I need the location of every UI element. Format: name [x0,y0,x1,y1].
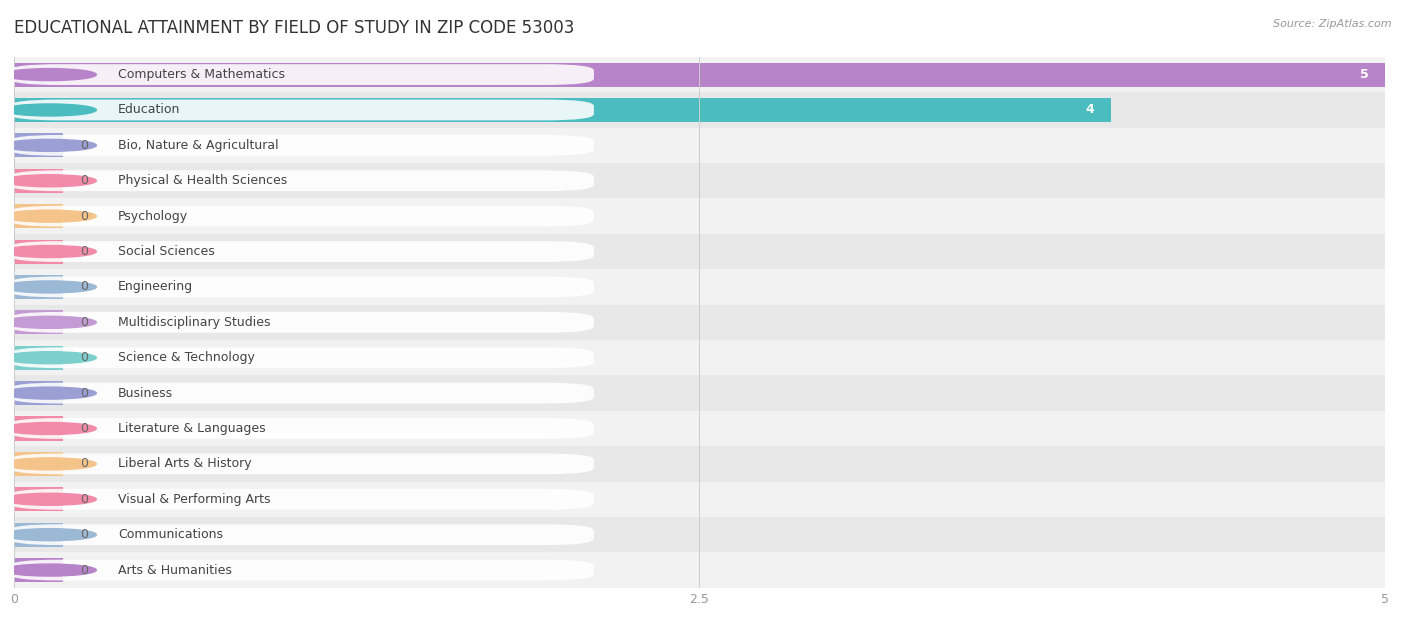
Text: 5: 5 [1360,68,1368,81]
Text: Communications: Communications [118,528,224,541]
Bar [14,340,1385,375]
Circle shape [3,139,96,152]
Text: 0: 0 [80,139,87,152]
Text: 0: 0 [80,458,87,470]
Bar [14,482,1385,517]
FancyBboxPatch shape [10,135,593,155]
Circle shape [3,528,96,541]
FancyBboxPatch shape [10,560,593,580]
Bar [14,57,1385,92]
Circle shape [3,458,96,470]
Bar [14,234,1385,269]
Text: Social Sciences: Social Sciences [118,245,215,258]
Text: 0: 0 [80,316,87,329]
FancyBboxPatch shape [10,454,593,474]
Text: Science & Technology: Science & Technology [118,351,254,364]
Bar [14,517,1385,552]
FancyBboxPatch shape [10,348,593,368]
Circle shape [3,493,96,506]
Bar [14,163,1385,198]
Circle shape [3,174,96,187]
Text: Business: Business [118,387,173,399]
FancyBboxPatch shape [10,64,593,85]
Text: 0: 0 [80,210,87,222]
Text: Engineering: Engineering [118,281,194,293]
Text: Liberal Arts & History: Liberal Arts & History [118,458,252,470]
FancyBboxPatch shape [10,277,593,297]
FancyBboxPatch shape [10,312,593,332]
Bar [14,63,1385,87]
Text: 0: 0 [80,564,87,576]
Bar [14,416,63,441]
Bar [14,128,1385,163]
FancyBboxPatch shape [10,525,593,545]
FancyBboxPatch shape [10,241,593,262]
Text: 0: 0 [80,351,87,364]
Text: 0: 0 [80,422,87,435]
Bar [14,375,1385,411]
Bar [14,452,63,476]
Bar [14,552,1385,588]
Text: Bio, Nature & Agricultural: Bio, Nature & Agricultural [118,139,278,152]
Text: Arts & Humanities: Arts & Humanities [118,564,232,576]
Text: Literature & Languages: Literature & Languages [118,422,266,435]
FancyBboxPatch shape [10,418,593,439]
Text: Visual & Performing Arts: Visual & Performing Arts [118,493,271,506]
Bar [14,275,63,299]
Bar [14,346,63,370]
Bar [14,240,63,264]
Circle shape [3,68,96,81]
FancyBboxPatch shape [10,171,593,191]
Circle shape [3,245,96,258]
Bar [14,204,63,228]
Circle shape [3,564,96,576]
Bar [14,487,63,511]
Bar [14,305,1385,340]
Text: 0: 0 [80,281,87,293]
Circle shape [3,210,96,222]
Text: Education: Education [118,104,180,116]
Bar [14,133,63,157]
Text: 0: 0 [80,493,87,506]
Circle shape [3,351,96,364]
Circle shape [3,316,96,329]
Circle shape [3,281,96,293]
Text: 0: 0 [80,387,87,399]
Text: Source: ZipAtlas.com: Source: ZipAtlas.com [1274,19,1392,29]
Text: 0: 0 [80,174,87,187]
FancyBboxPatch shape [10,383,593,403]
Bar [14,558,63,582]
Bar [14,310,63,334]
Text: EDUCATIONAL ATTAINMENT BY FIELD OF STUDY IN ZIP CODE 53003: EDUCATIONAL ATTAINMENT BY FIELD OF STUDY… [14,19,575,37]
Bar [14,446,1385,482]
FancyBboxPatch shape [10,100,593,120]
Bar [14,92,1385,128]
Bar [14,411,1385,446]
Text: 4: 4 [1085,104,1094,116]
Text: Computers & Mathematics: Computers & Mathematics [118,68,285,81]
Bar [14,169,63,193]
Bar [14,98,1111,122]
FancyBboxPatch shape [10,489,593,509]
Text: Physical & Health Sciences: Physical & Health Sciences [118,174,287,187]
FancyBboxPatch shape [10,206,593,226]
Bar [14,269,1385,305]
Text: 0: 0 [80,245,87,258]
Bar [14,381,63,405]
Bar [14,198,1385,234]
Circle shape [3,422,96,435]
Text: 0: 0 [80,528,87,541]
Bar [14,523,63,547]
Text: Psychology: Psychology [118,210,188,222]
Circle shape [3,387,96,399]
Circle shape [3,104,96,116]
Text: Multidisciplinary Studies: Multidisciplinary Studies [118,316,271,329]
